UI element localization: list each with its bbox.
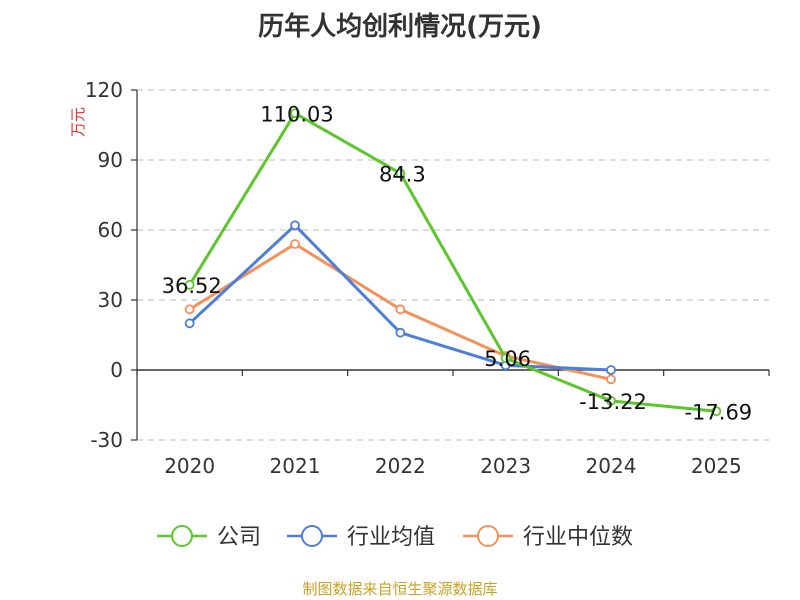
data-label: -13.22	[579, 390, 647, 414]
y-tick-label: 0	[110, 358, 123, 382]
x-tick-label: 2023	[480, 454, 531, 478]
data-point[interactable]	[395, 304, 406, 315]
x-tick-label: 2020	[164, 454, 215, 478]
y-tick-label: 60	[98, 218, 123, 242]
data-point[interactable]	[290, 220, 300, 231]
data-label: -17.69	[684, 400, 752, 424]
data-point[interactable]	[606, 365, 616, 375]
legend-label[interactable]: 行业均值	[347, 525, 435, 550]
legend-marker[interactable]	[477, 525, 499, 547]
data-point[interactable]	[395, 327, 406, 338]
y-tick-label: -30	[90, 428, 123, 452]
x-tick-label: 2022	[375, 454, 426, 478]
data-point[interactable]	[606, 395, 616, 406]
x-tick-label: 2024	[586, 454, 637, 478]
data-point[interactable]	[500, 353, 511, 364]
y-axis-label: 万元	[69, 107, 87, 137]
data-label: 36.52	[162, 274, 222, 298]
series-line	[188, 223, 612, 372]
data-point[interactable]	[711, 406, 722, 417]
x-tick-label: 2021	[270, 454, 321, 478]
legend-label[interactable]: 行业中位数	[523, 525, 633, 550]
data-label: 5.06	[484, 347, 531, 371]
legend-label[interactable]: 公司	[217, 525, 261, 550]
data-label: 110.03	[260, 102, 333, 126]
data-point[interactable]	[184, 279, 195, 290]
data-point[interactable]	[290, 239, 300, 249]
y-tick-label: 90	[98, 148, 123, 172]
data-point[interactable]	[606, 374, 616, 385]
data-point[interactable]	[395, 168, 406, 179]
y-tick-label: 120	[85, 78, 123, 102]
legend-marker[interactable]	[301, 525, 323, 547]
y-tick-label: 30	[98, 288, 123, 312]
data-point[interactable]	[290, 108, 300, 119]
legend-marker[interactable]	[171, 525, 193, 547]
data-point[interactable]	[184, 304, 195, 315]
source-footer: 制图数据来自恒生聚源数据库	[302, 580, 498, 598]
series-line	[188, 111, 717, 413]
x-tick-label: 2025	[691, 454, 742, 478]
chart-title: 历年人均创利情况(万元)	[258, 12, 542, 42]
data-point[interactable]	[184, 318, 195, 329]
data-label: 84.3	[379, 162, 426, 186]
